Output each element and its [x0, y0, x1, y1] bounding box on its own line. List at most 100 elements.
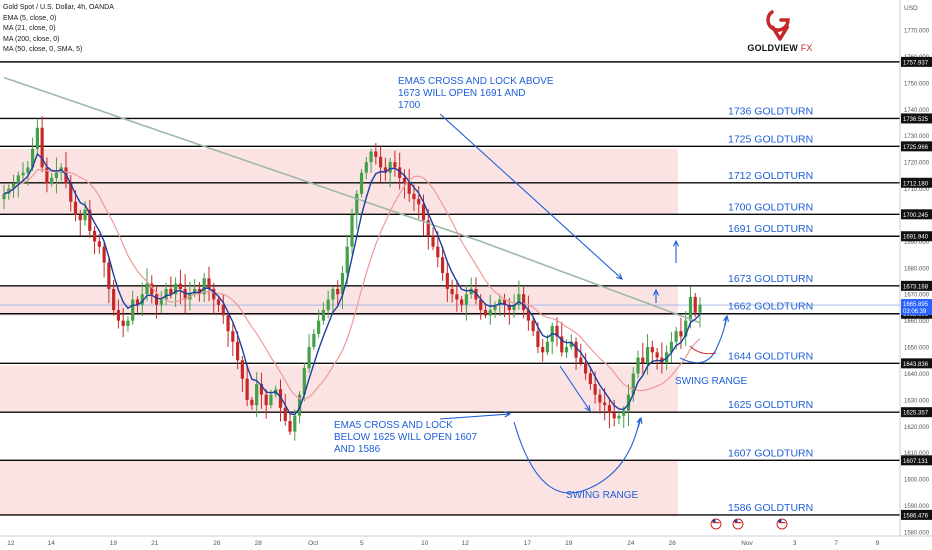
- indicator-ma21[interactable]: MA (21, close, 0): [3, 25, 56, 32]
- candle-body: [536, 331, 540, 348]
- y-tick-label: 1730.000: [904, 134, 930, 140]
- y-tick-label: 1720.000: [904, 161, 930, 167]
- annotation-ema-below-0: EMA5 CROSS AND LOCK: [334, 420, 453, 431]
- y-tick-label: 1670.000: [904, 293, 930, 299]
- x-tick-label: 19: [110, 540, 118, 547]
- candle-body: [436, 246, 440, 258]
- level-price-text: 1643.836: [903, 362, 929, 368]
- candle-body: [112, 288, 116, 311]
- annotation-ema-above-0: EMA5 CROSS AND LOCK ABOVE: [398, 76, 554, 87]
- candle-body: [78, 214, 82, 221]
- candle-body: [331, 288, 335, 300]
- indicator-ema5[interactable]: EMA (5, close, 0): [3, 14, 57, 22]
- chart-legend: Gold Spot / U.S. Dollar, 4h, OANDA EMA (…: [3, 3, 114, 56]
- indicator-ma200[interactable]: MA (200, close, 0): [3, 35, 60, 43]
- candle-body: [288, 421, 292, 432]
- candle-body: [479, 299, 483, 311]
- candle-body: [431, 236, 435, 247]
- current-price-countdown: 03:06:39: [903, 309, 927, 315]
- candle-body: [383, 167, 387, 173]
- candle-body: [250, 399, 254, 406]
- annotation-ema-below-1: BELOW 1625 WILL OPEN 1607: [334, 432, 477, 443]
- candle-body: [450, 288, 454, 295]
- candle-body: [2, 193, 6, 200]
- candle-body: [16, 175, 20, 184]
- current-price-value: 1665.895: [903, 302, 929, 308]
- x-tick-label: 3: [793, 540, 797, 547]
- candle-body: [269, 394, 273, 406]
- annotation-ema-above-2: 1700: [398, 100, 421, 111]
- candle-body: [598, 394, 602, 403]
- level-price-tag: [901, 280, 932, 291]
- candle-body: [493, 304, 497, 311]
- brand-name: GOLDVIEW FX: [747, 43, 813, 53]
- level-label-10: 1607 GOLDTURN: [728, 447, 813, 459]
- level-label-2: 1725 GOLDTURN: [728, 133, 813, 145]
- candle-body: [140, 294, 144, 305]
- candle-body: [216, 299, 221, 305]
- candle-body: [469, 288, 473, 295]
- candle-body: [569, 341, 573, 348]
- arrow-ema-below: [439, 413, 511, 420]
- candle-body: [398, 167, 402, 178]
- level-label-7: 1662 GOLDTURN: [728, 301, 813, 313]
- candle-body: [11, 183, 16, 189]
- level-label-6: 1673 GOLDTURN: [728, 273, 813, 285]
- candle-body: [574, 341, 578, 358]
- x-tick-label: 14: [48, 540, 56, 547]
- candle-body: [97, 241, 101, 247]
- x-tick-label: 19: [565, 540, 573, 547]
- candle-body: [631, 373, 635, 395]
- level-label-8: 1644 GOLDTURN: [728, 350, 813, 362]
- candle-body: [688, 296, 693, 321]
- candle-body: [135, 299, 140, 305]
- level-price-text: 1736.525: [903, 117, 929, 123]
- level-price-tag: [901, 56, 932, 67]
- y-tick-label: 1710.000: [904, 187, 930, 193]
- candle-body: [650, 347, 654, 353]
- price-axis-currency: USD: [904, 5, 918, 12]
- candle-body: [40, 127, 44, 168]
- zone-3: [0, 460, 678, 517]
- us-flag-stripe-icon: [778, 522, 786, 524]
- candle-body: [417, 199, 421, 205]
- level-label-11: 1586 GOLDTURN: [728, 502, 813, 514]
- level-price-text: 1673.168: [903, 284, 929, 290]
- candle-body: [126, 320, 130, 326]
- indicator-ma50[interactable]: MA (50, close, 0, SMA, 5): [3, 46, 83, 53]
- candle-body: [226, 315, 230, 332]
- us-flag-canton-icon: [734, 519, 738, 522]
- candle-body: [612, 413, 616, 419]
- candle-body: [412, 193, 416, 200]
- current-price-tag: [901, 299, 932, 316]
- us-flag-stripe-icon: [712, 522, 720, 524]
- y-tick-label: 1580.000: [904, 531, 930, 537]
- level-price-text: 1662.608: [903, 312, 929, 318]
- arrow-down-swing: [559, 365, 591, 412]
- candle-body: [522, 294, 526, 311]
- candle-body: [312, 333, 316, 348]
- candle-body: [502, 299, 507, 305]
- level-price-text: 1586.476: [903, 513, 929, 519]
- candle-body: [50, 177, 54, 184]
- ma200-line: [3, 76, 701, 324]
- candle-body: [512, 304, 516, 311]
- candle-body: [445, 273, 449, 289]
- x-tick-label: Oct: [308, 540, 318, 547]
- candle-body: [302, 368, 306, 395]
- level-price-tag: [901, 358, 932, 369]
- arrow-up-small-head: [652, 288, 660, 296]
- x-tick-label: 5: [360, 540, 364, 547]
- candle-body: [83, 209, 87, 221]
- candle-body: [283, 407, 287, 422]
- candle-body: [374, 151, 378, 157]
- candle-body: [593, 384, 597, 395]
- candle-body: [531, 320, 535, 332]
- candle-body: [498, 299, 502, 305]
- candle-body: [26, 167, 30, 173]
- candle-body: [307, 347, 311, 369]
- candle-body: [317, 320, 321, 334]
- y-tick-label: 1770.000: [904, 29, 930, 35]
- y-tick-label: 1750.000: [904, 81, 930, 87]
